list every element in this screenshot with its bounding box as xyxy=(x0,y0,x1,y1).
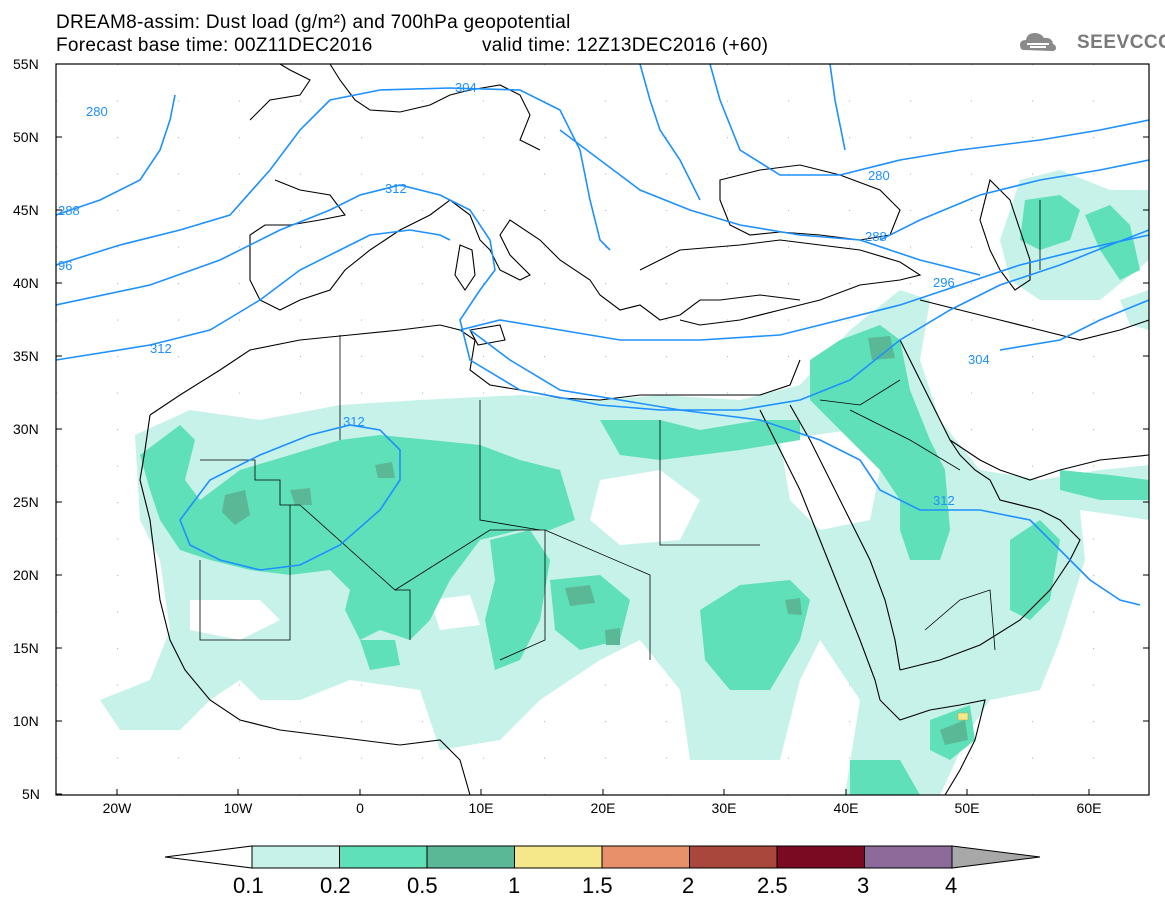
colorbar-label: 0.5 xyxy=(407,873,438,898)
colorbar-over-arrow xyxy=(951,845,1041,869)
lon-tick: 30E xyxy=(712,800,737,816)
contour-label: 296 xyxy=(933,275,955,290)
colorbar-label: 4 xyxy=(945,873,958,898)
map-area: 280 304 312 280 288 296 304 312 312 288 … xyxy=(56,52,1149,795)
lat-tick: 55N xyxy=(13,56,39,72)
colorbar-swatch xyxy=(339,845,428,869)
colorbar-label: 3 xyxy=(857,873,870,898)
lon-tick: 20W xyxy=(103,800,133,816)
lon-axis: 20W 10W 0 10E 20E 30E 40E 50E 60E xyxy=(103,789,1102,816)
colorbar-label: 0.1 xyxy=(233,873,264,898)
colorbar-swatch xyxy=(864,845,953,869)
lat-tick: 10N xyxy=(13,713,39,729)
colorbar-swatch xyxy=(689,845,778,869)
colorbar-swatch xyxy=(251,845,340,869)
contour-label: 280 xyxy=(868,168,890,183)
lat-tick: 50N xyxy=(13,129,39,145)
lat-axis: 55N 50N 45N 40N 35N 30N 25N 20N 15N 10N … xyxy=(13,56,1149,802)
lon-tick: 40E xyxy=(834,800,859,816)
dust-shading-high xyxy=(222,336,968,745)
colorbar-swatch xyxy=(514,845,603,869)
colorbar-under-arrow xyxy=(164,845,253,869)
colorbar xyxy=(164,845,1041,869)
contour-label: 280 xyxy=(58,52,80,67)
forecast-base-time: Forecast base time: 00Z11DEC2016 xyxy=(56,35,373,56)
logo-text: SEEVCCC xyxy=(1077,32,1165,53)
colorbar-label: 2 xyxy=(682,873,695,898)
contour-label: 288 xyxy=(865,229,887,244)
coastlines xyxy=(139,64,1149,795)
contour-label: 312 xyxy=(385,181,407,196)
lon-tick: 50E xyxy=(955,800,980,816)
lat-tick: 20N xyxy=(13,567,39,583)
contour-label: 280 xyxy=(86,104,108,119)
lat-tick: 45N xyxy=(13,202,39,218)
colorbar-label: 1 xyxy=(508,873,521,898)
contour-label: 312 xyxy=(933,493,955,508)
cloud-icon xyxy=(1020,33,1056,51)
colorbar-swatch xyxy=(426,845,515,869)
dust-shading-peak xyxy=(957,712,969,721)
contour-label: 288 xyxy=(58,203,80,218)
borders xyxy=(199,200,1041,661)
dust-shading-medium xyxy=(140,195,1149,795)
lat-tick: 25N xyxy=(13,494,39,510)
geopotential-contours xyxy=(56,64,1149,606)
valid-time: valid time: 12Z13DEC2016 (+60) xyxy=(482,35,769,56)
lon-tick: 0 xyxy=(356,800,364,816)
contour-label: 312 xyxy=(150,341,172,356)
lat-tick: 15N xyxy=(13,640,39,656)
lat-tick: 35N xyxy=(13,348,39,364)
colorbar-swatch xyxy=(776,845,865,869)
colorbar-label: 0.2 xyxy=(320,873,351,898)
colorbar-label: 2.5 xyxy=(757,873,788,898)
contour-label: 304 xyxy=(455,80,477,95)
lon-tick: 60E xyxy=(1077,800,1102,816)
contour-label: 304 xyxy=(968,352,990,367)
lon-tick: 10W xyxy=(224,800,254,816)
contour-labels: 280 304 312 280 288 296 304 312 312 288 … xyxy=(58,52,990,508)
colorbar-label: 1.5 xyxy=(582,873,613,898)
contour-label: 312 xyxy=(343,414,365,429)
map-title: DREAM8-assim: Dust load (g/m²) and 700hP… xyxy=(56,12,571,33)
lat-tick: 30N xyxy=(13,421,39,437)
lat-tick: 40N xyxy=(13,275,39,291)
lat-tick: 5N xyxy=(22,786,40,802)
lon-tick: 10E xyxy=(469,800,494,816)
colorbar-swatch xyxy=(601,845,690,869)
contour-label: 96 xyxy=(58,258,72,273)
lon-tick: 20E xyxy=(591,800,616,816)
